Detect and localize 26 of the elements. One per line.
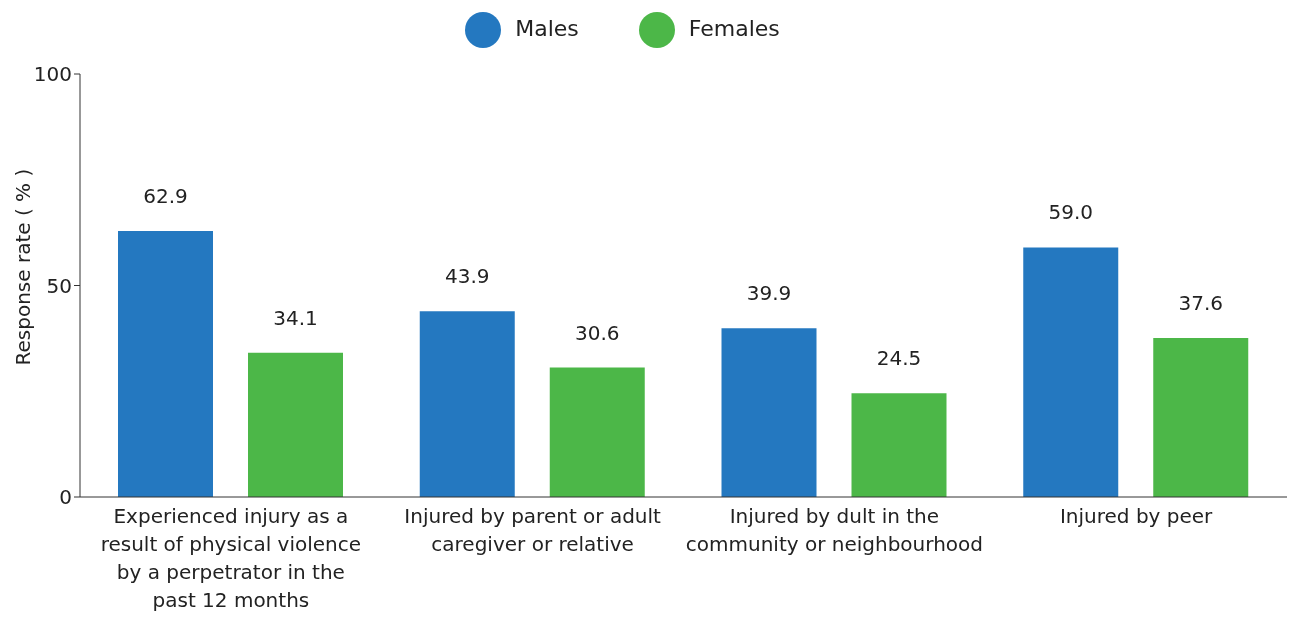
x-tick-label: Injured by parent or adult caregiver or relative: [404, 504, 662, 556]
data-label: 34.1: [273, 305, 318, 330]
data-label: 30.6: [574, 320, 620, 345]
data-label: 39.9: [746, 281, 792, 306]
x-tick-label: Injured by dult in the community or neighbourhood: [685, 504, 983, 556]
y-tick-label: 50: [46, 273, 72, 298]
legend-label: Males: [515, 16, 579, 41]
data-label: 62.9: [143, 183, 188, 208]
y-tick-label: 0: [59, 485, 72, 510]
data-label: 59.0: [1048, 200, 1094, 225]
bar: [851, 393, 947, 497]
bar: [1153, 337, 1249, 497]
y-axis-title: Response rate ( % ): [11, 168, 36, 366]
x-tick-label: Injured by peer: [1059, 504, 1214, 528]
y-tick-label: 100: [33, 62, 72, 87]
bar: [721, 328, 817, 497]
legend-label: Females: [688, 16, 780, 41]
data-label: 24.5: [876, 346, 922, 371]
data-label: 43.9: [444, 264, 490, 289]
bar: [549, 367, 645, 497]
x-tick-label: Experienced injury as a result of physical violence by a perpetrator in the past 12 months: [100, 504, 362, 612]
bar: [248, 352, 343, 497]
bar: [1023, 247, 1119, 497]
data-label: 37.6: [1178, 290, 1224, 315]
bar: [118, 230, 213, 497]
bar: [419, 311, 515, 497]
